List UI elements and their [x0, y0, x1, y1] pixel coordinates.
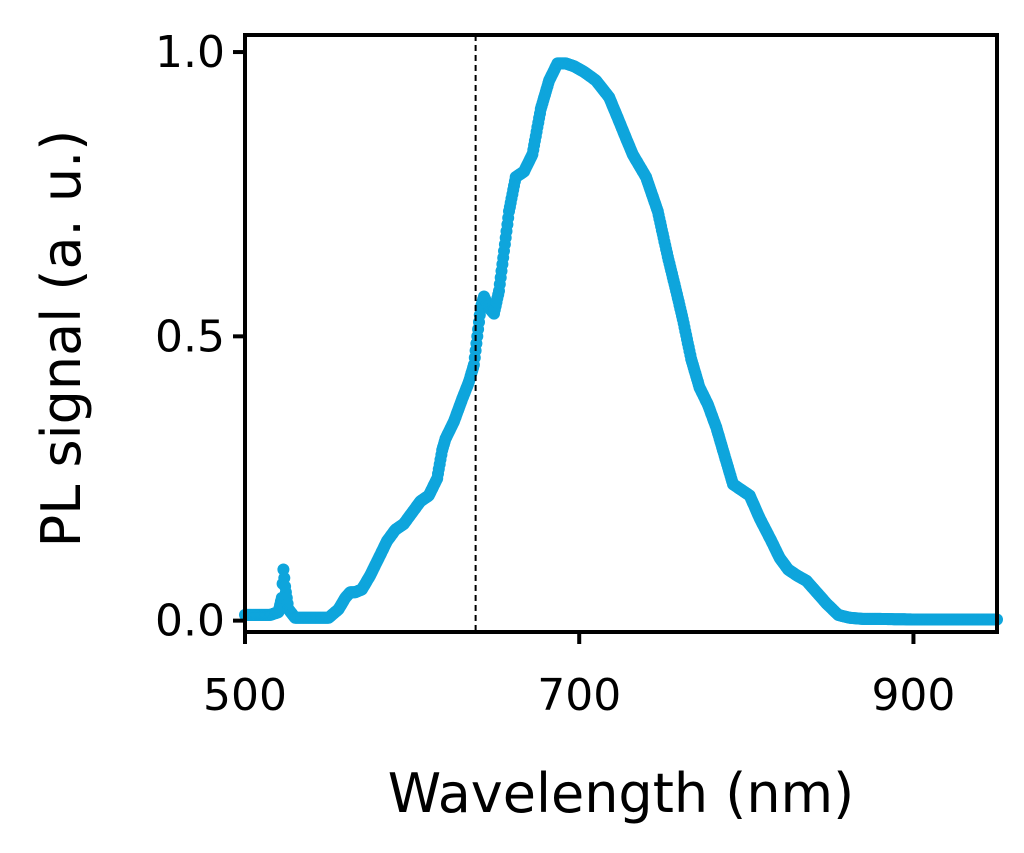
data-layer — [239, 57, 1003, 626]
x-tick-label: 500 — [203, 670, 287, 721]
x-axis-title: Wavelength (nm) — [388, 762, 854, 825]
y-tick-label: 0.5 — [155, 311, 225, 362]
x-tick-label: 700 — [537, 670, 621, 721]
x-axis-ticks: 500 700 900 — [203, 632, 955, 721]
y-axis-ticks: 0.0 0.5 1.0 — [155, 27, 245, 647]
plot-frame — [243, 33, 999, 634]
x-tick-label: 900 — [871, 670, 955, 721]
y-tick-label: 0.0 — [155, 596, 225, 647]
y-axis-title: PL signal (a. u.) — [30, 130, 93, 548]
y-tick-label: 1.0 — [155, 27, 225, 78]
